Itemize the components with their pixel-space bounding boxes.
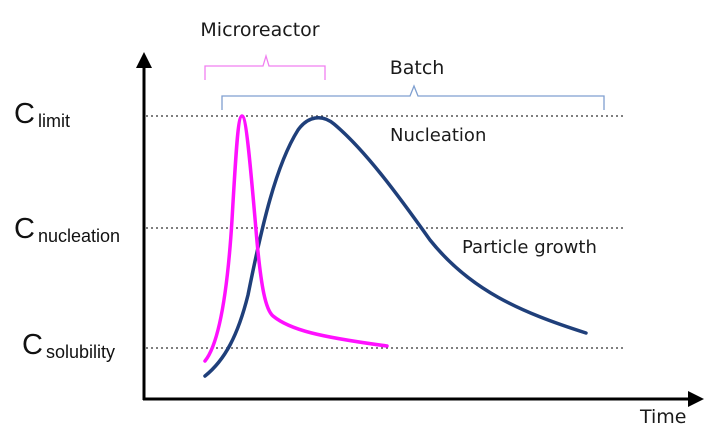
y-label-solubility-letter: C <box>22 329 43 361</box>
particle-growth-label: Particle growth <box>462 237 597 258</box>
y-label-solubility: C solubility <box>22 329 115 362</box>
microreactor-bracket <box>204 53 326 80</box>
nucleation-label: Nucleation <box>390 125 486 146</box>
batch-bracket <box>221 84 605 110</box>
y-label-nucleation: C nucleation <box>14 213 120 246</box>
y-label-limit-letter: C <box>14 98 35 130</box>
batch-label: Batch <box>390 57 445 79</box>
batch-curve <box>203 116 588 378</box>
y-label-nucleation-letter: C <box>14 213 35 245</box>
microreactor-curve <box>203 114 389 363</box>
x-axis-label: Time <box>639 406 687 428</box>
y-axis-arrow <box>136 52 152 68</box>
y-label-solubility-subscript: solubility <box>46 342 115 362</box>
y-label-limit-subscript: limit <box>38 111 70 131</box>
y-label-limit: C limit <box>14 98 70 131</box>
microreactor-label: Microreactor <box>200 19 319 41</box>
x-axis-arrow <box>688 391 704 407</box>
y-label-nucleation-subscript: nucleation <box>38 226 120 246</box>
